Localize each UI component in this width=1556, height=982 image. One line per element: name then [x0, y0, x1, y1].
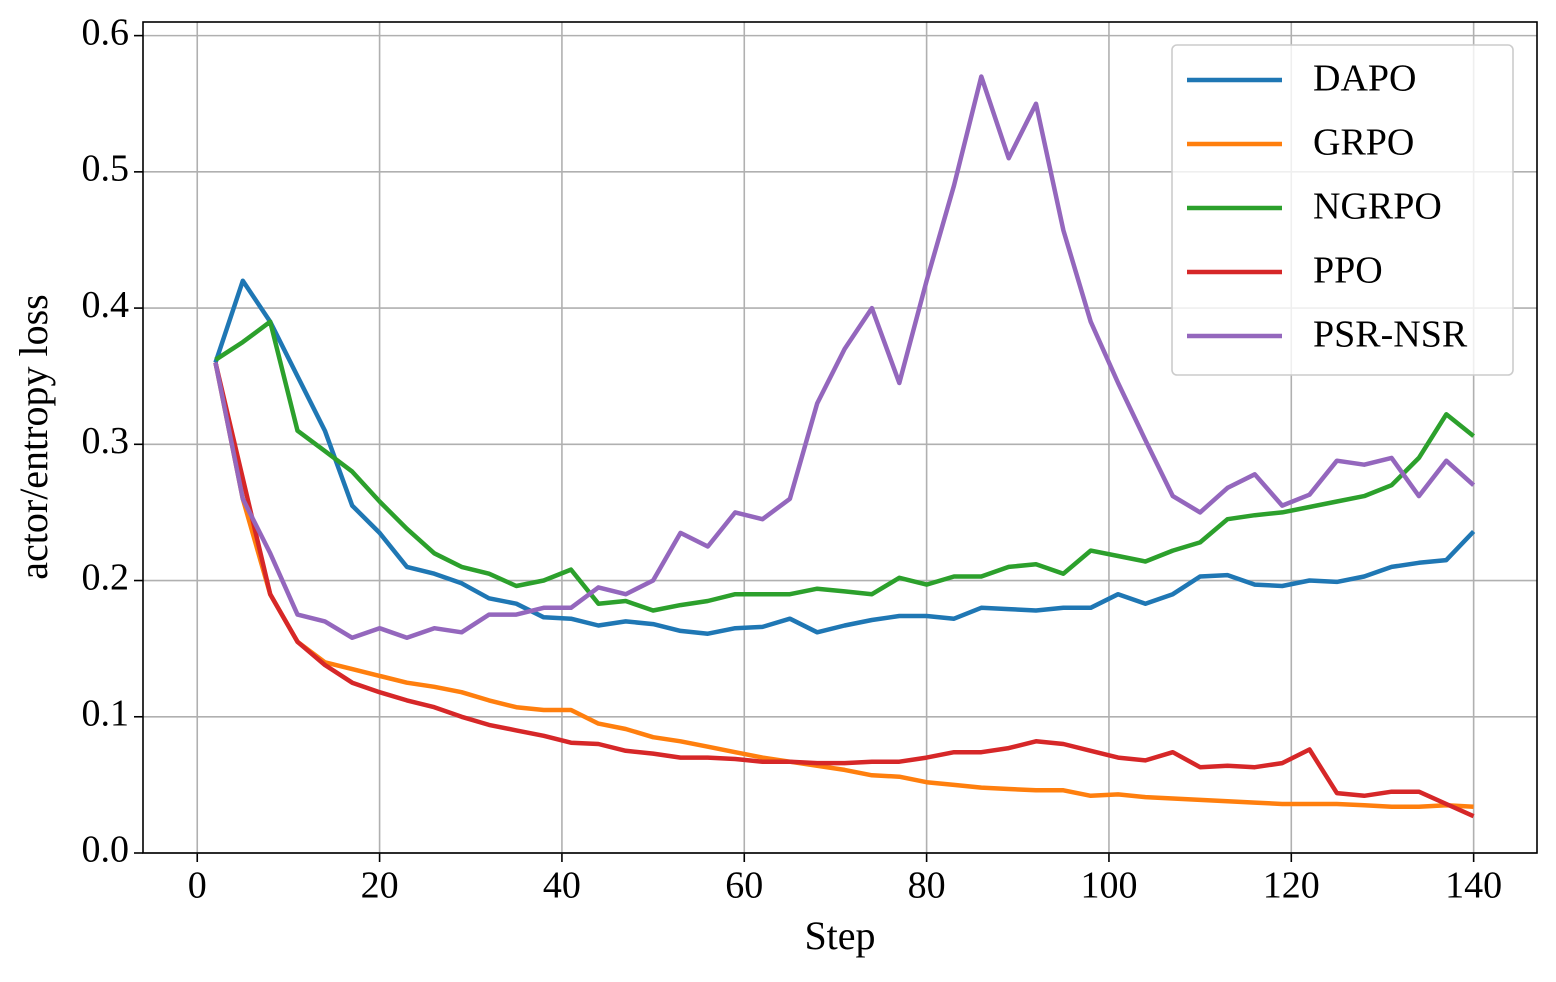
line-series — [213, 278, 1476, 636]
line-series — [213, 74, 1476, 641]
legend-label: PSR-NSR — [1313, 314, 1468, 356]
legend-label: DAPO — [1313, 58, 1416, 100]
legend-label: GRPO — [1313, 122, 1414, 164]
x-tick-label: 120 — [1263, 865, 1320, 907]
legend-label: NGRPO — [1313, 186, 1442, 228]
legend-box — [1171, 44, 1514, 376]
x-tick-label: 60 — [725, 865, 763, 907]
y-tick-label: 0.5 — [82, 148, 130, 190]
x-tick-label: 40 — [543, 865, 581, 907]
legend-label: PPO — [1313, 250, 1383, 292]
y-tick-label: 0.2 — [82, 556, 130, 598]
x-tick-label: 100 — [1080, 865, 1137, 907]
y-tick-label: 0.6 — [82, 11, 130, 53]
x-tick-label: 20 — [361, 865, 399, 907]
y-tick-label: 0.4 — [82, 284, 130, 326]
y-tick-label: 0.0 — [82, 829, 130, 871]
x-tick-label: 80 — [908, 865, 946, 907]
line-series — [214, 319, 1476, 613]
y-axis-label: actor/entropy loss — [11, 294, 56, 580]
line-series — [213, 362, 1474, 809]
y-tick-label: 0.1 — [82, 692, 130, 734]
x-axis-label: Step — [804, 913, 875, 958]
plot-frame — [142, 21, 1538, 854]
x-tick-label: 0 — [188, 865, 207, 907]
line-series — [213, 362, 1475, 819]
x-tick-label: 140 — [1445, 865, 1502, 907]
y-tick-label: 0.3 — [82, 420, 130, 462]
